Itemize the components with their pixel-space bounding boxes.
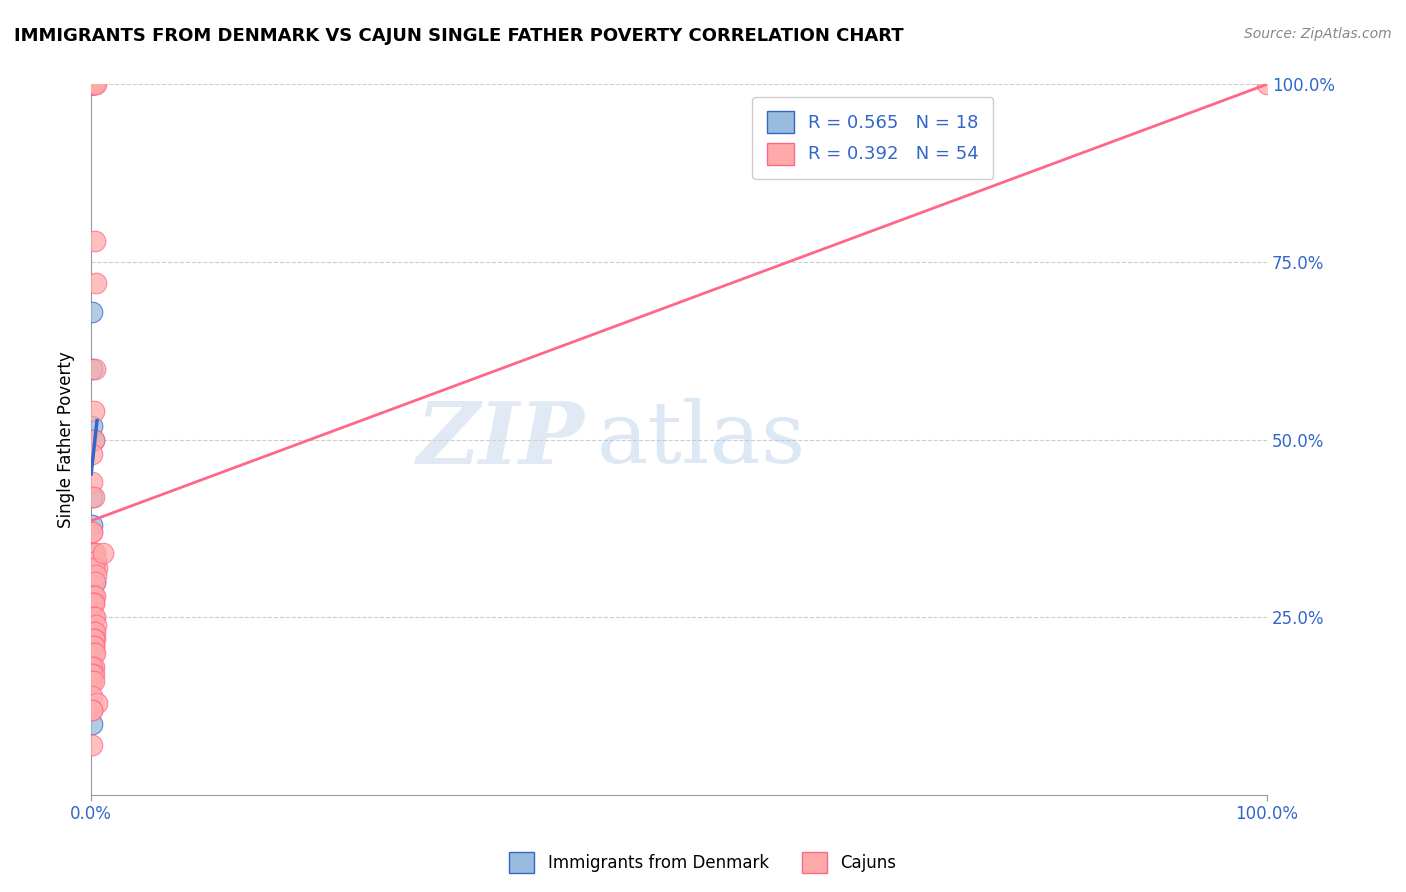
- Point: [83, 433, 105, 447]
- Point: [83, 574, 105, 589]
- Y-axis label: Single Father Poverty: Single Father Poverty: [58, 351, 75, 528]
- Point: [86, 560, 108, 574]
- Point: [82, 596, 104, 610]
- Point: [91, 546, 114, 560]
- Point: [82, 674, 104, 689]
- Point: [82, 525, 104, 540]
- Point: [83, 490, 105, 504]
- Point: [82, 596, 104, 610]
- Point: [82, 475, 104, 490]
- Point: [82, 703, 104, 717]
- Point: [83, 632, 105, 646]
- Text: IMMIGRANTS FROM DENMARK VS CAJUN SINGLE FATHER POVERTY CORRELATION CHART: IMMIGRANTS FROM DENMARK VS CAJUN SINGLE …: [14, 27, 904, 45]
- Point: [83, 78, 105, 92]
- Point: [83, 624, 105, 639]
- Point: [83, 646, 105, 660]
- Point: [83, 632, 105, 646]
- Point: [83, 546, 105, 560]
- Point: [82, 78, 104, 92]
- Point: [83, 546, 105, 560]
- Point: [82, 667, 104, 681]
- Point: [82, 717, 104, 731]
- Point: [83, 78, 105, 92]
- Point: [83, 596, 105, 610]
- Legend: R = 0.565   N = 18, R = 0.392   N = 54: R = 0.565 N = 18, R = 0.392 N = 54: [752, 97, 993, 179]
- Point: [83, 610, 105, 624]
- Point: [82, 560, 104, 574]
- Point: [83, 404, 105, 418]
- Point: [82, 703, 104, 717]
- Point: [82, 632, 104, 646]
- Point: [82, 589, 104, 603]
- Point: [84, 553, 107, 567]
- Point: [82, 689, 104, 703]
- Point: [83, 674, 105, 689]
- Point: [82, 78, 104, 92]
- Point: [82, 447, 104, 461]
- Text: atlas: atlas: [596, 398, 806, 482]
- Point: [83, 660, 105, 674]
- Point: [82, 78, 104, 92]
- Point: [82, 660, 104, 674]
- Text: ZIP: ZIP: [418, 398, 585, 482]
- Point: [84, 78, 107, 92]
- Point: [83, 574, 105, 589]
- Point: [83, 624, 105, 639]
- Point: [83, 546, 105, 560]
- Point: [82, 305, 104, 319]
- Point: [83, 433, 105, 447]
- Point: [84, 617, 107, 632]
- Point: [83, 78, 105, 92]
- Point: [82, 518, 104, 533]
- Point: [82, 490, 104, 504]
- Point: [84, 277, 107, 291]
- Point: [84, 567, 107, 582]
- Point: [82, 739, 104, 753]
- Point: [83, 667, 105, 681]
- Point: [82, 589, 104, 603]
- Point: [83, 234, 105, 248]
- Point: [82, 418, 104, 433]
- Point: [83, 78, 105, 92]
- Point: [83, 361, 105, 376]
- Point: [83, 639, 105, 653]
- Point: [83, 589, 105, 603]
- Point: [82, 78, 104, 92]
- Legend: Immigrants from Denmark, Cajuns: Immigrants from Denmark, Cajuns: [503, 846, 903, 880]
- Point: [83, 596, 105, 610]
- Text: Source: ZipAtlas.com: Source: ZipAtlas.com: [1244, 27, 1392, 41]
- Point: [83, 646, 105, 660]
- Point: [82, 361, 104, 376]
- Point: [82, 78, 104, 92]
- Point: [83, 560, 105, 574]
- Point: [82, 596, 104, 610]
- Point: [86, 696, 108, 710]
- Point: [82, 525, 104, 540]
- Point: [1256, 78, 1278, 92]
- Point: [83, 589, 105, 603]
- Point: [82, 589, 104, 603]
- Point: [83, 610, 105, 624]
- Point: [83, 639, 105, 653]
